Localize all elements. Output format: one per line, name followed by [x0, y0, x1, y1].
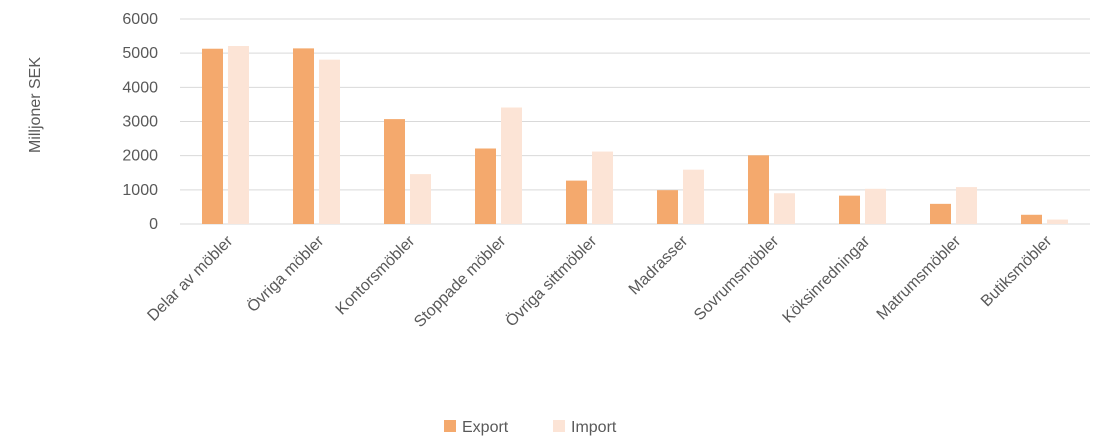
legend-label-import: Import	[571, 419, 617, 436]
x-category-label: Delar av möbler	[144, 232, 236, 324]
bar-import	[228, 45, 249, 224]
legend: Export Import	[444, 419, 617, 436]
gridlines	[180, 18, 1090, 225]
y-axis-ticks: 0 1000 2000 3000 4000 5000 6000	[122, 11, 158, 233]
bar-export	[1021, 214, 1042, 224]
bar-export	[748, 155, 769, 224]
bar-import	[683, 169, 704, 224]
x-category-label: Köksinredningar	[780, 232, 874, 326]
bar-import	[501, 107, 522, 224]
x-category-label: Sovrumsmöbler	[691, 232, 783, 324]
bar-export	[293, 48, 314, 225]
bar-export	[839, 195, 860, 224]
bar-export	[930, 203, 951, 224]
bar-export	[475, 148, 496, 224]
y-tick-label: 3000	[122, 114, 158, 131]
x-category-label: Madrasser	[626, 232, 692, 298]
bar-export	[384, 119, 405, 224]
bar-import	[410, 174, 431, 224]
x-category-label: Övriga sittmöbler	[502, 232, 601, 331]
bar-import	[865, 188, 886, 224]
bar-export	[566, 180, 587, 224]
x-category-label: Övriga möbler	[244, 232, 328, 316]
bar-import	[956, 187, 977, 224]
bar-import	[1047, 219, 1068, 224]
legend-swatch-import	[553, 420, 565, 432]
bars	[202, 45, 1068, 225]
bar-export	[657, 190, 678, 224]
y-tick-label: 6000	[122, 11, 158, 28]
legend-label-export: Export	[462, 419, 509, 436]
x-category-label: Kontorsmöbler	[333, 232, 419, 318]
x-category-label: Butiksmöbler	[978, 232, 1056, 310]
y-tick-label: 2000	[122, 148, 158, 165]
y-tick-label: 1000	[122, 182, 158, 199]
bar-import	[592, 151, 613, 224]
x-axis-categories: Delar av möbler Övriga möbler Kontorsmöble…	[144, 232, 1055, 331]
y-axis-title: Milljoner SEK	[27, 57, 44, 153]
x-category-label: Stoppade möbler	[411, 232, 510, 331]
bar-import	[319, 59, 340, 225]
y-tick-label: 4000	[122, 79, 158, 96]
y-tick-label: 0	[149, 216, 158, 233]
y-tick-label: 5000	[122, 45, 158, 62]
x-category-label: Matrumsmöbler	[874, 232, 965, 323]
bar-import	[774, 193, 795, 224]
bar-export	[202, 48, 223, 224]
legend-swatch-export	[444, 420, 456, 432]
